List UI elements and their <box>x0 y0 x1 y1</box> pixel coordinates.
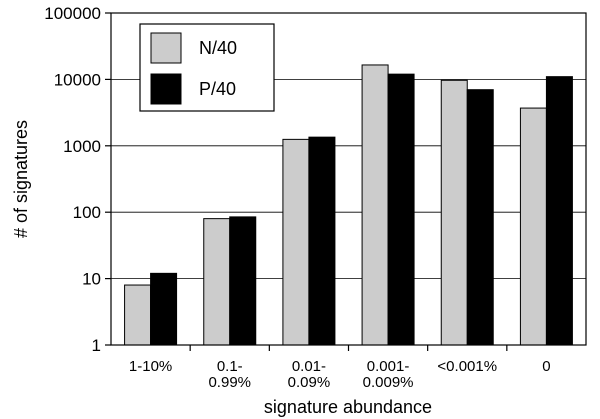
bar-P40-cat2 <box>308 136 336 346</box>
legend-swatch-n40 <box>150 32 182 64</box>
bar-P40-cat1 <box>229 216 257 346</box>
bar-P40-cat5 <box>545 76 573 346</box>
bar-N40-cat4 <box>440 79 468 346</box>
x-tick-label-2-1: 0.09% <box>288 374 331 391</box>
legend: N/40 P/40 <box>139 23 275 112</box>
legend-label-n40: N/40 <box>199 38 237 58</box>
x-tick-label-3-1: 0.009% <box>363 374 414 391</box>
y-tick-label-100: 100 <box>73 203 101 222</box>
x-tick-label-1-1: 0.99% <box>208 374 251 391</box>
x-tick-label-2-0: 0.01- <box>292 358 326 375</box>
bars <box>124 64 573 346</box>
bar-N40-cat2 <box>282 138 310 346</box>
y-tick-label-1: 1 <box>92 336 101 355</box>
bar-P40-cat0 <box>150 272 178 346</box>
y-axis-title: # of signatures <box>11 120 31 238</box>
legend-swatch-p40 <box>150 73 182 105</box>
x-axis-ticks: 1-10% 0.1-0.99% 0.01-0.09% 0.001-0.009% <0.0… <box>129 345 551 391</box>
y-tick-label-1000: 1000 <box>63 137 101 156</box>
x-tick-label-0-0: 1-10% <box>129 358 172 375</box>
bar-N40-cat3 <box>361 64 389 346</box>
x-tick-label-3-0: 0.001- <box>367 358 410 375</box>
bar-N40-cat5 <box>519 107 547 346</box>
y-axis-ticks: 1 10 100 1000 10000 100000 <box>44 4 111 355</box>
bar-N40-cat1 <box>203 218 231 346</box>
y-tick-label-10000: 10000 <box>54 70 101 89</box>
x-axis-title: signature abundance <box>264 397 432 417</box>
bar-P40-cat4 <box>466 89 494 346</box>
legend-label-p40: P/40 <box>199 79 236 99</box>
y-tick-label-10: 10 <box>82 270 101 289</box>
x-tick-label-5-0: 0 <box>542 358 550 375</box>
y-tick-label-100000: 100000 <box>44 4 101 23</box>
bar-N40-cat0 <box>124 284 152 346</box>
x-tick-label-4-0: <0.001% <box>437 358 497 375</box>
bar-P40-cat3 <box>387 73 415 346</box>
x-tick-label-1-0: 0.1- <box>217 358 243 375</box>
